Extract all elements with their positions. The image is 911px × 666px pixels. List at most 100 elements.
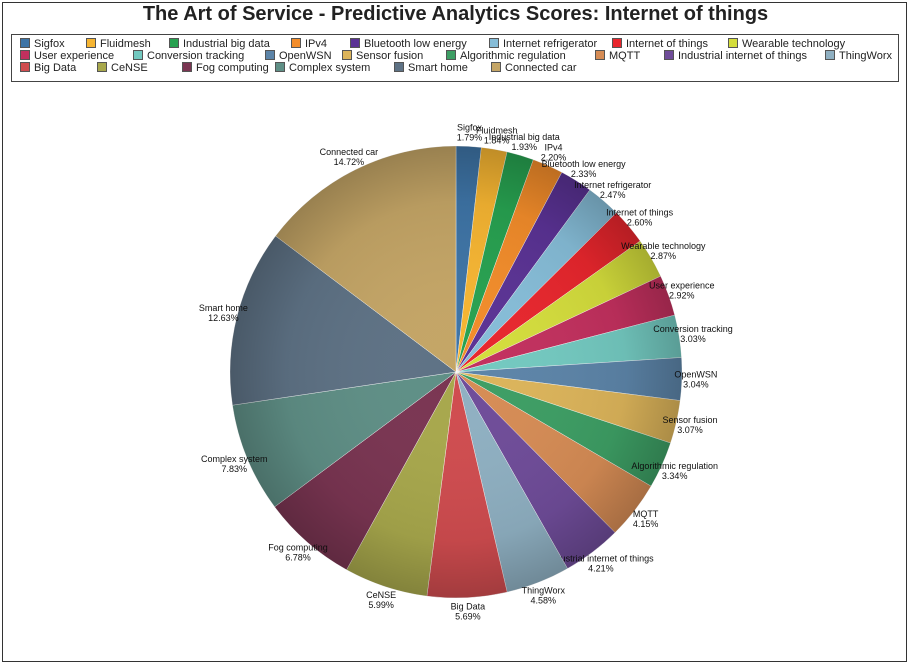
legend-item: Wearable technology (728, 38, 845, 51)
legend-swatch (97, 62, 107, 73)
slice-label-name: Algorithmic regulation (631, 461, 718, 471)
legend-label: Connected car (505, 62, 577, 74)
legend-item: Fog computing (182, 62, 269, 75)
slice-label-percent: 2.47% (600, 190, 626, 200)
slice-label-percent: 3.04% (683, 380, 709, 390)
legend-label: Bluetooth low energy (364, 38, 467, 50)
legend-label: OpenWSN (279, 50, 332, 62)
legend-label: Big Data (34, 62, 77, 74)
chart-legend: Sigfox Fluidmesh Industrial big data IPv4 Bl… (11, 34, 899, 82)
legend-swatch (350, 38, 360, 49)
slice-label-name: Industrial big data (489, 132, 560, 142)
legend-label: Industrial internet of things (678, 50, 808, 62)
slice-label-percent: 5.69% (455, 612, 481, 622)
slice-label-percent: 12.63% (208, 313, 239, 323)
slice-label-name: Connected car (320, 147, 379, 157)
legend-item: Sigfox (20, 38, 65, 51)
legend-item: IPv4 (291, 38, 327, 51)
slice-label-percent: 2.87% (651, 251, 677, 261)
slice-label-percent: 4.15% (633, 519, 659, 529)
slice-label-percent: 1.84% (484, 136, 510, 146)
legend-swatch (133, 50, 143, 61)
legend-label: CeNSE (111, 62, 148, 74)
legend-swatch (491, 62, 501, 73)
legend-item: Internet refrigerator (489, 38, 597, 51)
slice-label-percent: 2.33% (571, 169, 597, 179)
legend-item: MQTT (595, 50, 640, 63)
slice-label-percent: 6.78% (285, 553, 311, 563)
legend-item: Complex system (275, 62, 370, 75)
slice-label-percent: 2.60% (627, 217, 653, 227)
legend-label: Internet refrigerator (503, 38, 598, 50)
legend-swatch (291, 38, 301, 49)
slice-label-percent: 5.99% (368, 600, 394, 610)
slice-label-name: MQTT (633, 509, 659, 519)
legend-label: Fluidmesh (100, 38, 151, 50)
legend-swatch (394, 62, 404, 73)
legend-swatch (664, 50, 674, 61)
slice-label-name: Fluidmesh (476, 126, 518, 136)
slice-label-name: ThingWorx (522, 586, 566, 596)
legend-item: CeNSE (97, 62, 148, 75)
legend-swatch (825, 50, 835, 61)
slice-label-percent: 1.79% (457, 132, 483, 142)
legend-item: ThingWorx (825, 50, 892, 63)
slice-label-percent: 1.93% (512, 142, 538, 152)
legend-label: Smart home (408, 62, 468, 74)
legend-item: Conversion tracking (133, 50, 244, 63)
legend-swatch (275, 62, 285, 73)
slice-label-percent: 2.92% (669, 291, 695, 301)
slice-label-name: Bluetooth low energy (542, 159, 627, 169)
slice-label-percent: 7.83% (222, 464, 248, 474)
chart-title: The Art of Service - Predictive Analytic… (142, 3, 769, 25)
legend-swatch (595, 50, 605, 61)
legend-item: Industrial big data (169, 38, 270, 51)
legend-swatch (20, 50, 30, 61)
legend-label: Complex system (289, 62, 371, 74)
legend-label: Conversion tracking (147, 50, 245, 62)
legend-label: Industrial big data (183, 38, 270, 50)
legend-label: Algorithmic regulation (460, 50, 566, 62)
legend-label: IPv4 (305, 38, 328, 50)
legend-item: User experience (20, 50, 114, 63)
legend-label: Internet of things (626, 38, 708, 50)
slice-label-percent: 4.58% (531, 596, 557, 606)
legend-item: OpenWSN (265, 50, 332, 63)
slice-label-name: Internet refrigerator (574, 180, 651, 190)
legend-label: User experience (34, 50, 115, 62)
legend-swatch (182, 62, 192, 73)
legend-item: Industrial internet of things (664, 50, 807, 63)
legend-swatch (612, 38, 622, 49)
slice-label-name: Sensor fusion (662, 415, 717, 425)
legend-item: Bluetooth low energy (350, 38, 467, 51)
slice-label-percent: 4.21% (588, 563, 614, 573)
legend-item: Big Data (20, 62, 76, 75)
legend-item: Internet of things (612, 38, 708, 51)
slice-label-percent: 3.34% (662, 471, 688, 481)
slice-label-name: Conversion tracking (653, 324, 733, 334)
slice-label-name: IPv4 (544, 143, 562, 153)
slice-label-percent: 3.03% (680, 334, 706, 344)
slice-label-name: CeNSE (366, 590, 396, 600)
slice-label-name: Sigfox (457, 122, 483, 132)
legend-item: Connected car (491, 62, 577, 75)
legend-swatch (169, 38, 179, 49)
legend-item: Algorithmic regulation (446, 50, 566, 63)
legend-item: Fluidmesh (86, 38, 151, 51)
legend-swatch (86, 38, 96, 49)
slice-label-name: Internet of things (606, 207, 674, 217)
legend-swatch (265, 50, 275, 61)
legend-label: Wearable technology (742, 38, 846, 50)
legend-item: Sensor fusion (342, 50, 423, 63)
